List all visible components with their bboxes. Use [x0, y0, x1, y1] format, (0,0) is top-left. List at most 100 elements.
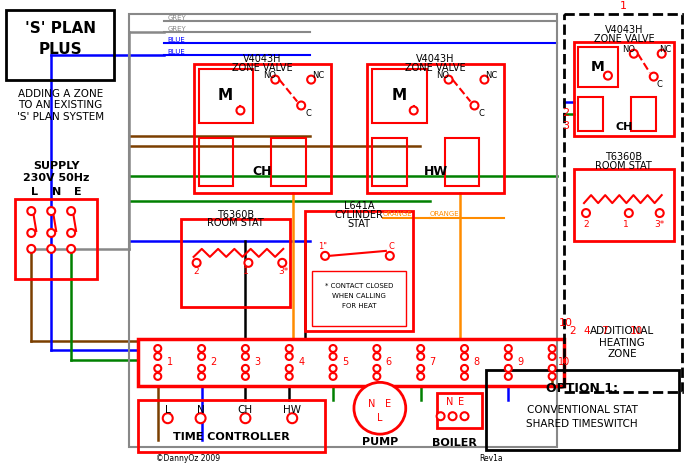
Text: N: N: [197, 405, 204, 415]
Text: ©DannyOz 2009: ©DannyOz 2009: [156, 453, 220, 462]
Bar: [372, 69, 426, 124]
Circle shape: [271, 76, 279, 84]
Circle shape: [656, 209, 664, 217]
Text: BLUE: BLUE: [168, 49, 186, 55]
Text: SUPPLY: SUPPLY: [33, 161, 79, 171]
Text: 10: 10: [630, 326, 643, 336]
Text: 9: 9: [518, 358, 523, 367]
Text: CH: CH: [615, 123, 633, 132]
Text: M: M: [591, 59, 605, 73]
Text: 'S' PLAN: 'S' PLAN: [25, 22, 96, 37]
Text: FOR HEAT: FOR HEAT: [342, 303, 376, 309]
Text: L: L: [377, 413, 383, 423]
Circle shape: [307, 76, 315, 84]
Text: OPTION 1:: OPTION 1:: [546, 382, 618, 395]
Circle shape: [278, 259, 286, 267]
Text: C: C: [657, 80, 662, 89]
Circle shape: [549, 365, 555, 372]
Circle shape: [286, 345, 293, 352]
Text: M: M: [218, 88, 233, 103]
Text: 5: 5: [342, 358, 348, 367]
Circle shape: [480, 76, 489, 84]
Bar: [138, 400, 325, 452]
Circle shape: [67, 207, 75, 215]
Bar: [574, 42, 673, 136]
Circle shape: [244, 259, 253, 267]
Text: ORANGE: ORANGE: [430, 211, 460, 217]
Circle shape: [461, 353, 468, 360]
Text: NC: NC: [312, 71, 324, 80]
Circle shape: [658, 50, 666, 58]
Text: NC: NC: [660, 45, 672, 54]
Circle shape: [582, 209, 590, 217]
Text: 2: 2: [570, 326, 576, 336]
Text: ADDITIONAL: ADDITIONAL: [590, 326, 654, 336]
Text: ZONE VALVE: ZONE VALVE: [405, 63, 466, 73]
Bar: [444, 139, 480, 186]
Bar: [578, 47, 618, 87]
Circle shape: [373, 373, 380, 380]
Bar: [6, 10, 114, 80]
Text: 3*: 3*: [655, 219, 665, 228]
Bar: [199, 69, 253, 124]
Text: V4043H: V4043H: [243, 54, 282, 64]
Text: TIME CONTROLLER: TIME CONTROLLER: [173, 432, 290, 442]
Text: GREY: GREY: [168, 15, 186, 21]
Text: 1: 1: [623, 219, 629, 228]
Bar: [305, 211, 413, 330]
Bar: [574, 169, 673, 241]
Circle shape: [373, 345, 380, 352]
Circle shape: [410, 107, 417, 115]
Text: 'S' PLAN SYSTEM: 'S' PLAN SYSTEM: [17, 112, 104, 123]
Circle shape: [242, 373, 249, 380]
Circle shape: [155, 373, 161, 380]
Circle shape: [286, 353, 293, 360]
Text: 2: 2: [210, 358, 217, 367]
Text: NO: NO: [436, 71, 449, 80]
Circle shape: [330, 373, 337, 380]
Circle shape: [505, 373, 512, 380]
Text: V4043H: V4043H: [604, 25, 643, 35]
Text: L: L: [31, 187, 38, 197]
Circle shape: [354, 382, 406, 434]
Text: BOILER: BOILER: [432, 438, 477, 448]
Text: L641A: L641A: [344, 201, 374, 211]
Text: TO AN EXISTING: TO AN EXISTING: [18, 101, 102, 110]
Text: 7: 7: [600, 326, 607, 336]
Text: PLUS: PLUS: [39, 42, 82, 57]
Bar: [15, 199, 97, 279]
Circle shape: [330, 353, 337, 360]
Circle shape: [193, 259, 201, 267]
Circle shape: [321, 252, 329, 260]
Text: 4: 4: [584, 326, 591, 336]
Text: 8: 8: [473, 358, 480, 367]
Circle shape: [471, 102, 478, 110]
Text: WHEN CALLING: WHEN CALLING: [332, 292, 386, 299]
Bar: [486, 370, 679, 450]
Circle shape: [330, 365, 337, 372]
Circle shape: [330, 345, 337, 352]
Circle shape: [196, 413, 206, 423]
Text: HW: HW: [424, 165, 448, 178]
Text: 2: 2: [583, 219, 589, 228]
Circle shape: [287, 413, 297, 423]
Text: 1": 1": [317, 242, 326, 251]
Bar: [312, 271, 406, 326]
Text: T6360B: T6360B: [605, 152, 642, 162]
Circle shape: [286, 373, 293, 380]
Text: ZONE VALVE: ZONE VALVE: [232, 63, 293, 73]
Circle shape: [417, 353, 424, 360]
Text: 7: 7: [429, 358, 436, 367]
Circle shape: [155, 345, 161, 352]
Circle shape: [461, 345, 468, 352]
Text: CH: CH: [253, 165, 272, 178]
Circle shape: [549, 345, 555, 352]
Circle shape: [67, 229, 75, 237]
Circle shape: [461, 365, 468, 372]
Circle shape: [155, 353, 161, 360]
Circle shape: [28, 207, 35, 215]
Circle shape: [47, 245, 55, 253]
Circle shape: [297, 102, 305, 110]
Circle shape: [240, 413, 250, 423]
Text: 6: 6: [386, 358, 392, 367]
